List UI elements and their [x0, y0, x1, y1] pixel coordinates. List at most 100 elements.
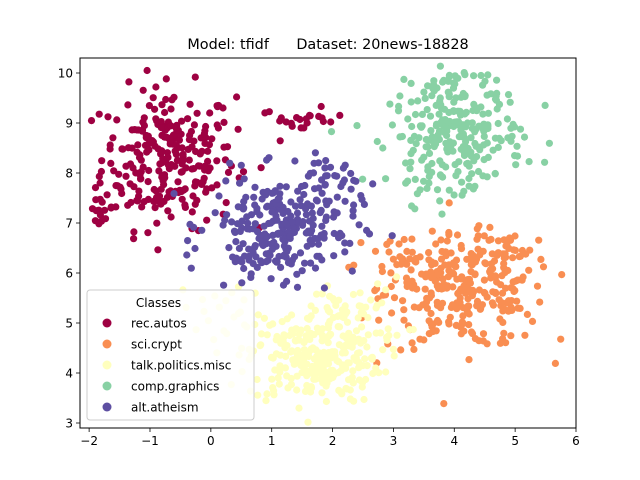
data-point: [184, 237, 192, 245]
data-point: [487, 266, 495, 274]
data-point: [399, 297, 407, 305]
data-point: [497, 281, 505, 289]
data-point: [341, 197, 349, 205]
data-point: [155, 192, 164, 200]
data-point: [270, 387, 278, 395]
data-point: [389, 345, 397, 353]
data-point: [453, 231, 462, 239]
data-point: [322, 358, 330, 366]
data-point: [178, 195, 186, 203]
data-point: [118, 189, 126, 198]
data-point: [424, 82, 432, 90]
data-point: [144, 178, 152, 186]
data-point: [464, 159, 472, 167]
data-point: [335, 296, 343, 304]
data-point: [397, 260, 405, 268]
legend-label: rec.autos: [131, 317, 187, 331]
data-point: [502, 284, 510, 292]
data-point: [295, 404, 303, 412]
data-point: [509, 120, 517, 128]
data-point: [482, 260, 490, 268]
data-point: [341, 161, 349, 169]
data-point: [369, 180, 377, 188]
data-point: [317, 375, 325, 383]
data-point: [318, 389, 326, 397]
data-point: [459, 143, 467, 151]
data-point: [126, 180, 134, 188]
data-point: [393, 331, 401, 339]
data-point: [232, 254, 240, 262]
data-point: [507, 332, 515, 340]
data-point: [245, 256, 253, 264]
data-point: [422, 270, 430, 278]
data-point: [140, 198, 148, 206]
data-point: [402, 274, 411, 282]
data-point: [468, 170, 476, 178]
data-point: [191, 73, 199, 81]
data-point: [403, 260, 411, 268]
data-point: [253, 375, 261, 384]
data-point: [439, 173, 447, 181]
data-point: [523, 310, 532, 318]
data-point: [338, 349, 346, 357]
data-point: [421, 94, 429, 102]
data-point: [511, 232, 519, 240]
series-rec-autos: [87, 66, 344, 254]
data-point: [382, 175, 390, 183]
data-point: [300, 124, 308, 132]
data-point: [361, 355, 369, 363]
legend: Classes rec.autos sci.crypt talk.politics.m…: [86, 289, 255, 421]
data-point: [293, 386, 301, 394]
data-point: [376, 329, 385, 337]
data-point: [448, 269, 456, 277]
data-point: [96, 179, 104, 187]
data-point: [127, 198, 135, 207]
y-tick-label: 6: [65, 267, 73, 281]
data-point: [431, 277, 439, 285]
data-point: [360, 395, 368, 404]
data-point: [513, 297, 521, 305]
data-point: [263, 156, 271, 164]
data-point: [435, 110, 443, 118]
data-point: [395, 102, 403, 110]
data-point: [130, 235, 138, 243]
data-point: [528, 317, 537, 325]
data-point: [288, 218, 296, 226]
data-point: [287, 348, 295, 356]
data-point: [494, 119, 502, 128]
data-point: [379, 346, 387, 354]
data-point: [446, 138, 454, 146]
data-point: [239, 240, 247, 248]
data-point: [353, 122, 361, 130]
data-point: [313, 290, 321, 298]
data-point: [423, 106, 431, 114]
data-point: [508, 254, 517, 262]
data-point: [367, 296, 375, 304]
data-point: [348, 373, 356, 381]
data-point: [487, 260, 496, 268]
data-point: [525, 158, 533, 166]
data-point: [309, 169, 318, 177]
data-point: [293, 270, 301, 278]
data-point: [444, 88, 452, 96]
data-point: [445, 186, 453, 194]
data-point: [341, 248, 349, 256]
data-point: [213, 121, 221, 129]
data-point: [496, 339, 504, 347]
data-point: [437, 264, 445, 272]
data-point: [130, 228, 138, 236]
data-point: [157, 185, 165, 193]
data-point: [427, 309, 435, 318]
legend-marker: [102, 402, 112, 412]
data-point: [465, 356, 473, 364]
data-point: [135, 187, 143, 195]
data-point: [483, 173, 491, 181]
data-point: [260, 222, 268, 230]
data-point: [457, 126, 465, 134]
data-point: [309, 344, 317, 352]
data-point: [378, 262, 386, 271]
data-point: [390, 294, 399, 302]
y-tick-label: 10: [58, 67, 73, 81]
data-point: [440, 105, 449, 113]
data-point: [387, 269, 395, 277]
